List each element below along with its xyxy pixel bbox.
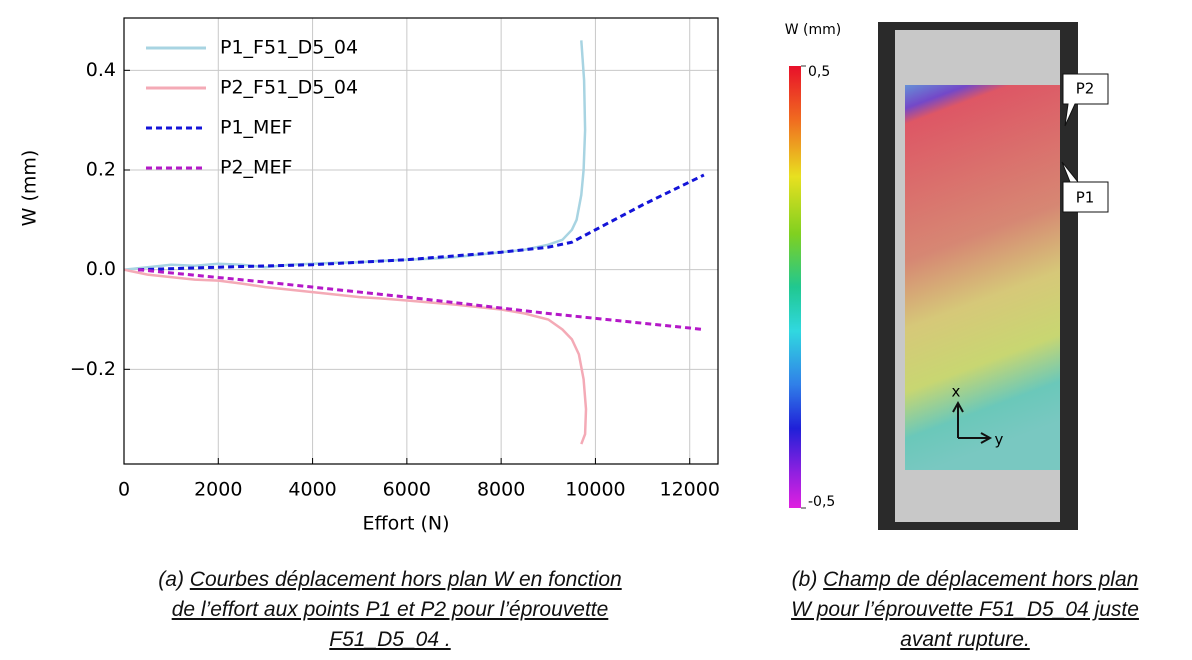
caption-text: W pour l’éprouvette F51_D5_04 juste bbox=[791, 598, 1139, 621]
legend-label: P1_MEF bbox=[220, 117, 292, 139]
y-tick-label: 0.2 bbox=[86, 158, 116, 180]
colorbar bbox=[789, 66, 801, 508]
series-line bbox=[138, 173, 705, 272]
callout-label: P1 bbox=[1076, 189, 1095, 207]
axis-y-label: y bbox=[995, 431, 1004, 449]
callout-box bbox=[1061, 161, 1109, 213]
caption-line: (b) Champ de déplacement hors plan bbox=[740, 565, 1190, 595]
plot-frame bbox=[123, 17, 719, 465]
series-line bbox=[123, 40, 587, 271]
caption-a: (a) Courbes déplacement hors plan W en f… bbox=[40, 565, 740, 655]
x-tick-label: 6000 bbox=[383, 479, 431, 501]
callout-p1: P1 bbox=[1061, 161, 1109, 213]
x-tick-label: 0 bbox=[118, 479, 130, 501]
y-axis-label: W (mm) bbox=[19, 150, 41, 227]
series-line bbox=[137, 268, 705, 331]
caption-line: avant rupture. bbox=[740, 625, 1190, 655]
caption-text: Courbes déplacement hors plan W en fonct… bbox=[189, 568, 622, 591]
callout-label: P2 bbox=[1076, 80, 1095, 98]
y-tick-label: −0.2 bbox=[70, 358, 116, 380]
x-tick-label: 4000 bbox=[288, 479, 336, 501]
caption-line: W pour l’éprouvette F51_D5_04 juste bbox=[740, 595, 1190, 625]
legend-label: P2_MEF bbox=[220, 157, 292, 179]
x-tick-label: 12000 bbox=[659, 479, 719, 501]
series-line bbox=[123, 268, 588, 445]
y-tick-label: 0.0 bbox=[86, 258, 116, 280]
caption-line: F51_D5_04 . bbox=[40, 625, 740, 655]
legend-label: P1_F51_D5_04 bbox=[220, 37, 358, 59]
caption-prefix: (a) bbox=[158, 568, 190, 591]
x-tick-label: 10000 bbox=[565, 479, 625, 501]
axis-x-label: x bbox=[952, 383, 961, 401]
callout-p2: P2 bbox=[1062, 73, 1109, 127]
arrow-y bbox=[958, 432, 993, 444]
caption-b: (b) Champ de déplacement hors plan W pou… bbox=[740, 565, 1190, 655]
colorbar-tick-label: -0,5 bbox=[808, 494, 835, 510]
x-axis-label: Effort (N) bbox=[362, 513, 449, 535]
displacement-field bbox=[905, 85, 1060, 470]
caption-prefix: (b) bbox=[791, 568, 824, 591]
caption-text: de l’effort aux points P1 et P2 pour l’é… bbox=[171, 598, 609, 621]
caption-text: Champ de déplacement hors plan bbox=[823, 568, 1139, 591]
caption-line: de l’effort aux points P1 et P2 pour l’é… bbox=[40, 595, 740, 625]
callout-box bbox=[1062, 73, 1109, 127]
x-tick-label: 2000 bbox=[194, 479, 242, 501]
legend-label: P2_F51_D5_04 bbox=[220, 77, 358, 99]
axes-arrows bbox=[952, 400, 993, 444]
colorbar-tick-label: 0,5 bbox=[808, 64, 830, 80]
caption-text: F51_D5_04 . bbox=[329, 628, 451, 651]
caption-line: (a) Courbes déplacement hors plan W en f… bbox=[40, 565, 740, 595]
colorbar-title: W (mm) bbox=[785, 22, 842, 38]
figure: W (mm) x y P2 P1 W (mm) Effort (N) 0,5 -0… bbox=[19, 17, 1109, 535]
x-tick-label: 8000 bbox=[477, 479, 525, 501]
y-tick-label: 0.4 bbox=[86, 59, 116, 81]
caption-text: avant rupture. bbox=[900, 628, 1030, 651]
arrow-x bbox=[952, 400, 964, 438]
